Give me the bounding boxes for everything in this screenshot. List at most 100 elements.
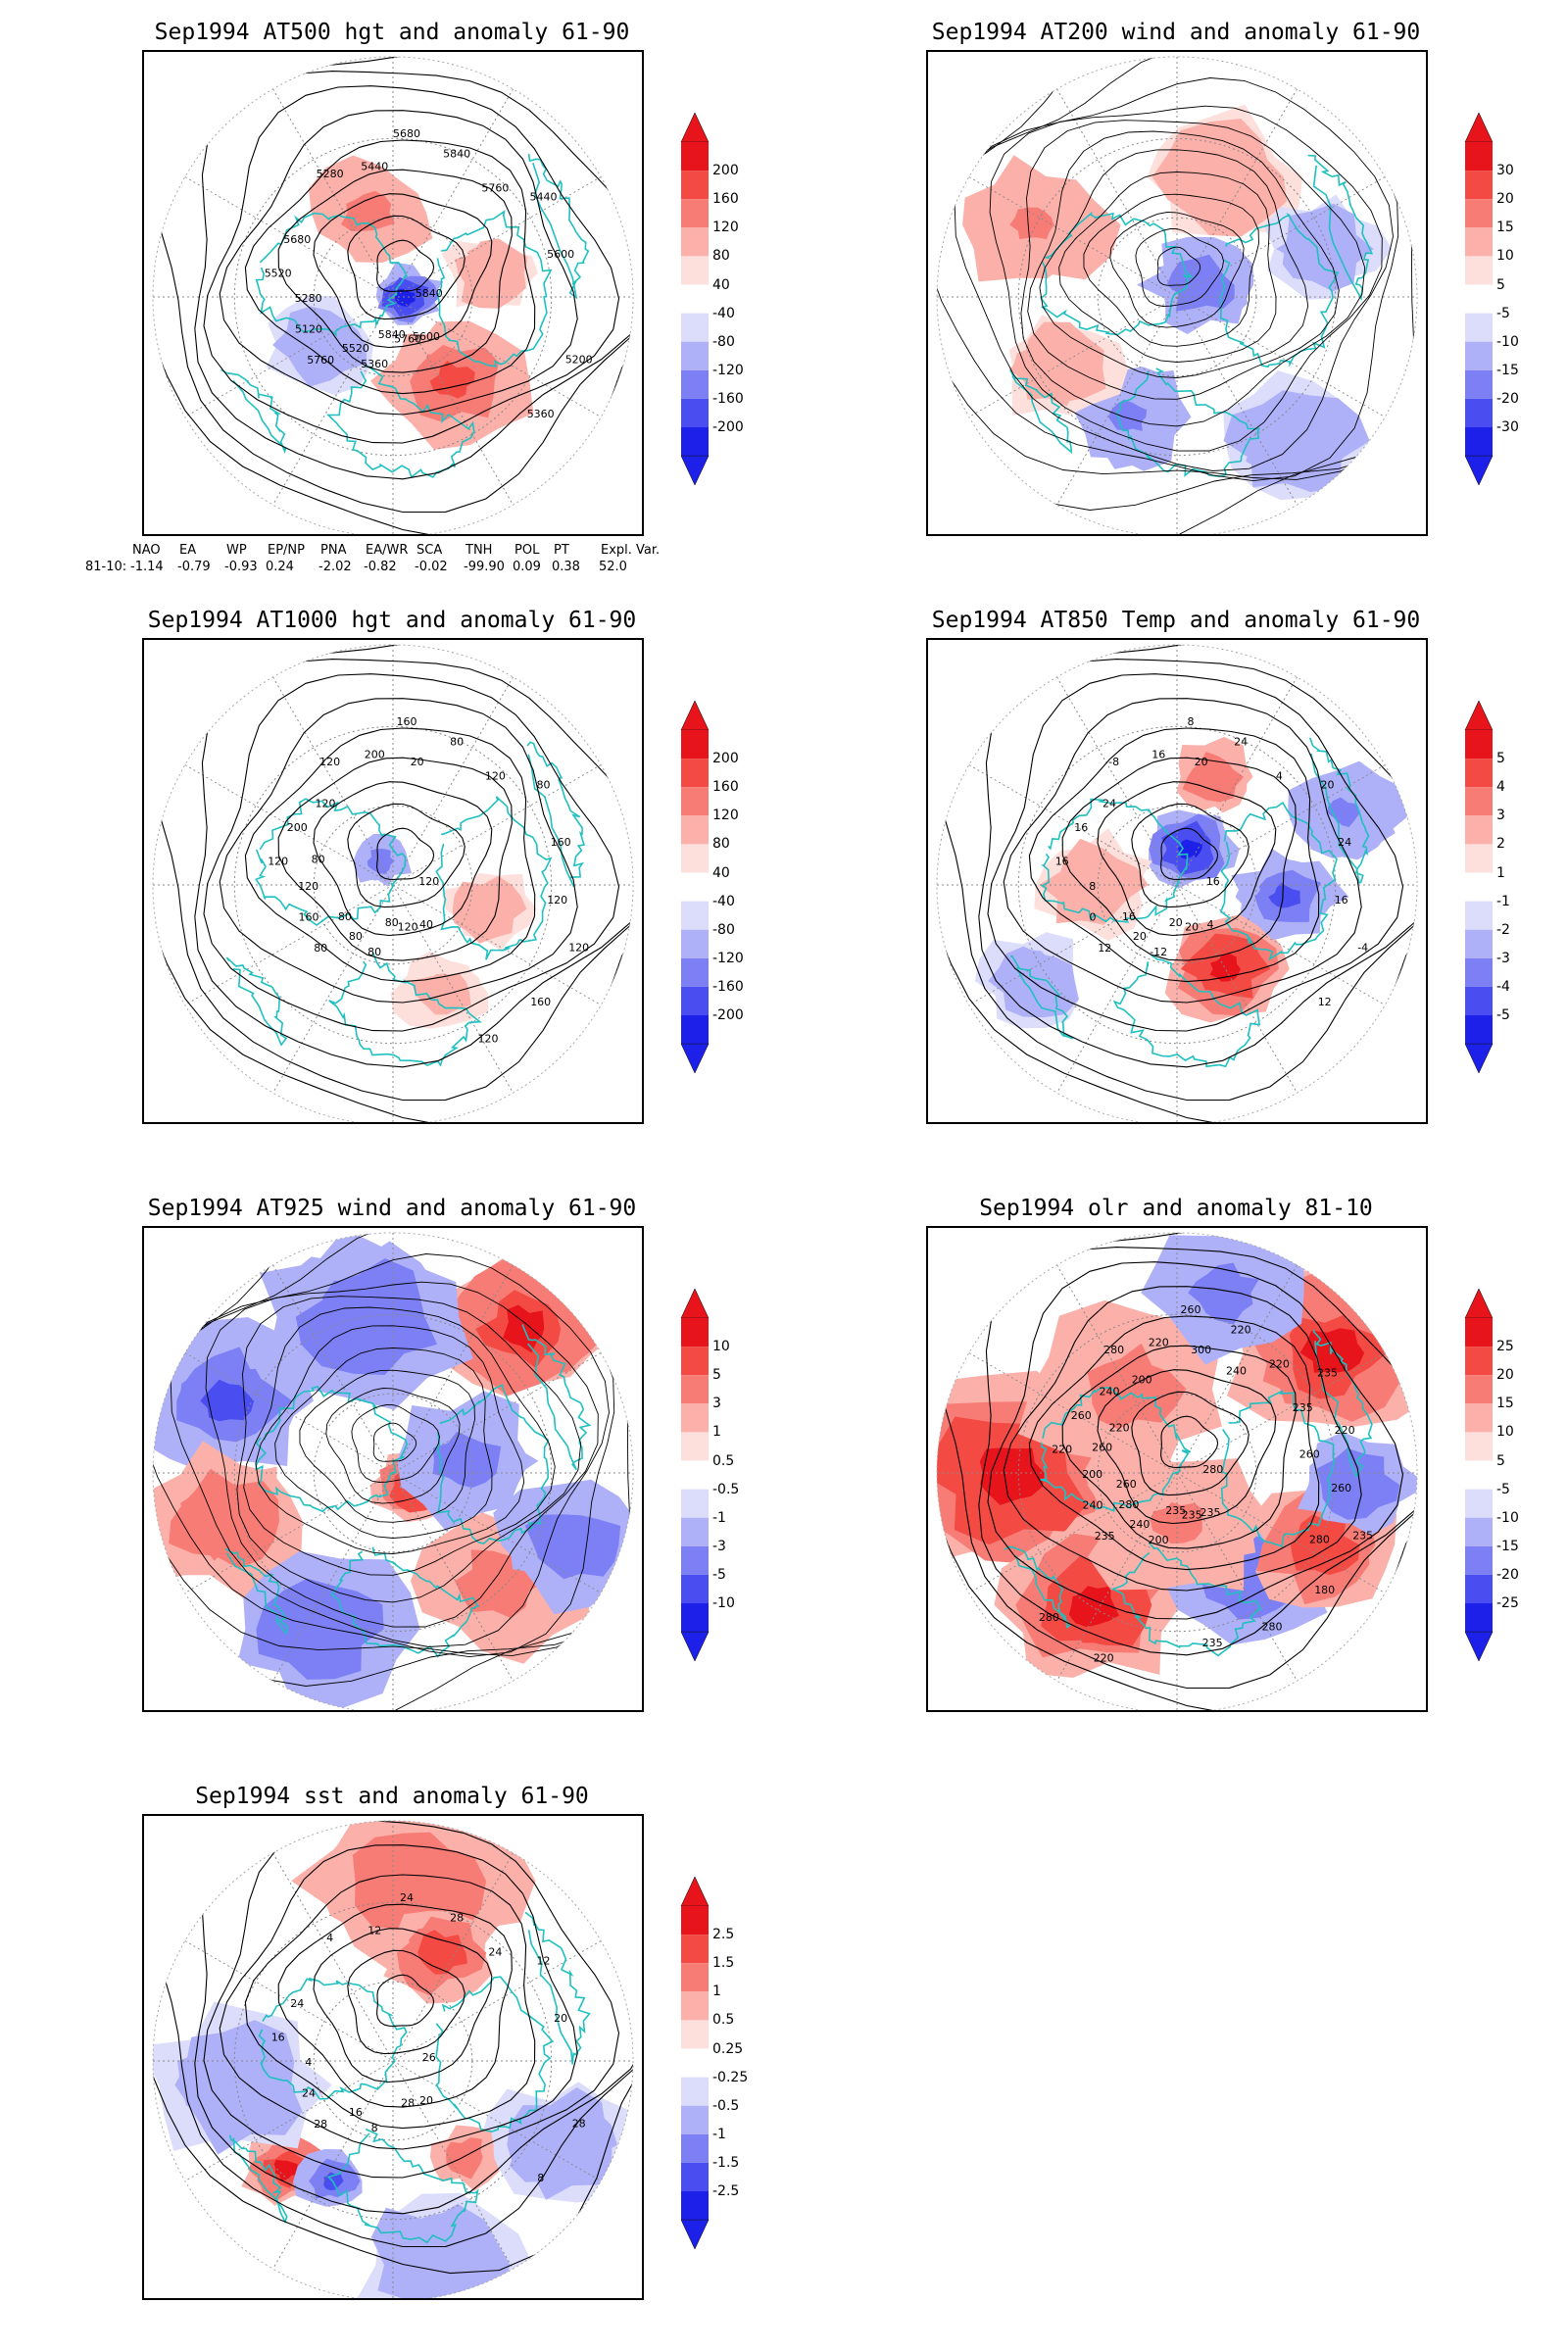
panel-title: Sep1994 AT1000 hgt and anomaly 61-90 — [147, 608, 637, 633]
contour-line — [347, 1949, 466, 2055]
colorbar-label: -30 — [1496, 419, 1519, 435]
coastline — [521, 1324, 592, 1471]
contour-label: 16 — [349, 2106, 363, 2119]
colorbar-swatch — [681, 1963, 709, 1992]
polar-map — [936, 56, 1418, 534]
map-boundary — [936, 56, 1418, 534]
contour-label: 24 — [302, 2086, 316, 2099]
contour-label: 4 — [326, 1932, 333, 1944]
anomaly-shading — [1200, 161, 1247, 197]
streamline — [255, 1325, 525, 1554]
colorbar-swatch — [1465, 398, 1493, 427]
contour-label: 5840 — [416, 287, 443, 300]
meridian-line — [1056, 88, 1298, 506]
contour-label: 200 — [1082, 1468, 1102, 1481]
colorbar-label: 5 — [1496, 1452, 1505, 1469]
coastline — [1219, 801, 1338, 961]
colorbar-swatch — [1465, 1574, 1493, 1603]
polar-map: 1208016040120808012012016080120200160802… — [152, 644, 634, 1122]
anomaly-shading — [1299, 1526, 1342, 1565]
contour-label: 280 — [1103, 1344, 1124, 1356]
contour-label: 235 — [1293, 1401, 1313, 1414]
contour-label: 5760 — [394, 332, 421, 345]
contour-line — [1160, 827, 1219, 880]
contour-line — [277, 1903, 513, 2108]
colorbar-swatch — [681, 957, 709, 987]
meridian-line — [184, 1940, 602, 2181]
colorbar-label: -25 — [1496, 1595, 1519, 1611]
anomaly-shading — [1098, 1363, 1160, 1417]
colorbar-label: 0.5 — [712, 2012, 735, 2029]
colorbar-swatches — [680, 1877, 710, 2249]
contour-label: 120 — [298, 880, 318, 893]
colorbar-label: -200 — [712, 1007, 744, 1023]
map-boundary — [936, 644, 1418, 1122]
index-header: EA/WR — [366, 543, 409, 558]
colorbar-label: 2.5 — [712, 1927, 735, 1943]
contour-label: 260 — [1071, 1409, 1092, 1422]
contour-label: 260 — [1092, 1442, 1112, 1454]
contour-label: 26 — [422, 2051, 436, 2064]
colorbar-swatch — [681, 284, 709, 314]
contour-label: 16 — [1335, 894, 1348, 906]
index-value: 0.38 — [552, 560, 580, 574]
index-headers: NAO EA WP EP/NP PNA EA/WR SCA TNH POL PT Expl. Var… — [93, 543, 740, 561]
contour-label: 200 — [1132, 1373, 1152, 1386]
contour-line — [194, 659, 633, 1068]
colorbar-label: 0.5 — [712, 1452, 735, 1469]
contour-label: 160 — [530, 996, 551, 1008]
colorbar-swatch — [681, 199, 709, 228]
contour-label: 260 — [1116, 1478, 1137, 1491]
contour-label: 4 — [305, 2056, 312, 2069]
contour-label: 5680 — [393, 127, 420, 140]
anomaly-shading — [554, 1525, 596, 1558]
colorbar-arrow-bottom — [680, 2219, 710, 2249]
meridian-line — [1056, 676, 1298, 1094]
colorbar-swatch — [681, 2020, 709, 2049]
colorbar: 5 4 3 2 1 -1 -2 -3 -4 -5 — [1463, 701, 1568, 1073]
coastline — [527, 153, 590, 300]
meridian-line — [968, 176, 1386, 417]
contour-line — [1097, 781, 1277, 937]
contour-label: 24 — [1102, 797, 1116, 809]
contour-line — [219, 1844, 578, 2150]
anomaly-shading — [210, 2065, 259, 2108]
colorbar-swatch — [681, 1489, 709, 1518]
anomaly-shading — [1200, 764, 1226, 788]
contour-line — [1131, 803, 1250, 908]
colorbar-swatch — [1465, 787, 1493, 816]
colorbar-swatches — [1464, 113, 1494, 485]
colorbar-label: 5 — [1496, 276, 1505, 293]
anomaly-shading — [1304, 232, 1339, 261]
contour-label: 20 — [554, 2012, 567, 2025]
contour-label: 5600 — [413, 330, 440, 343]
colorbar-label: 200 — [712, 751, 739, 767]
polar-map: 1612841620-12-8-402420162420161284202416… — [936, 644, 1418, 1122]
colorbar: 25 20 15 10 5 -5 -10 -15 -20 -25 — [1463, 1289, 1568, 1661]
colorbar-swatch — [681, 1935, 709, 1964]
contour-label: 80 — [537, 778, 551, 791]
contour-label: 12 — [368, 1924, 381, 1936]
contour-label: 235 — [1182, 1508, 1202, 1521]
colorbar-swatch — [1465, 986, 1493, 1015]
index-header: NAO — [132, 543, 161, 558]
contour-line — [978, 1247, 1417, 1656]
contour-line — [978, 659, 1417, 1068]
colorbar: 30 20 15 10 5 -5 -10 -15 -20 -30 — [1463, 113, 1568, 485]
contour-line — [987, 1261, 1404, 1620]
contour-label: -12 — [1150, 946, 1167, 958]
contour-label: 80 — [314, 942, 327, 955]
anomaly-shading — [1209, 954, 1242, 982]
anomaly-shading — [1107, 399, 1148, 431]
contour-label: 28 — [450, 1911, 464, 1924]
coastline — [228, 2134, 288, 2225]
index-value: -0.02 — [415, 560, 448, 574]
colorbar-swatch — [681, 1906, 709, 1936]
index-header: EP/NP — [268, 543, 305, 558]
map-frame — [926, 50, 1428, 536]
colorbar-swatch — [1465, 957, 1493, 987]
contour-label: 240 — [1083, 1498, 1103, 1511]
contour-label: 20 — [1133, 930, 1147, 943]
contour-label: 300 — [1191, 1344, 1211, 1356]
contour-label: 280 — [1039, 1611, 1059, 1624]
